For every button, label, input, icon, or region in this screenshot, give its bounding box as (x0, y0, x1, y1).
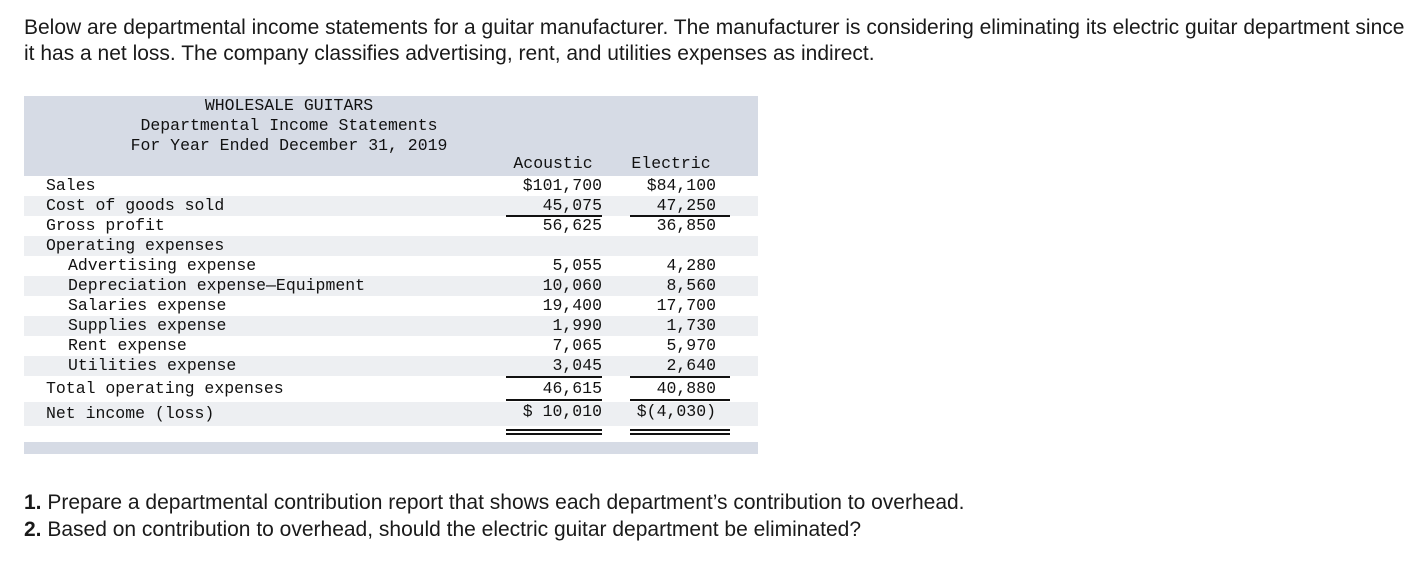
electric-value: 5,970 (666, 336, 716, 355)
question-2: 2. Based on contribution to overhead, sh… (24, 516, 1409, 543)
acoustic-value: 7,065 (552, 336, 602, 355)
acoustic-value: $101,700 (522, 176, 602, 195)
row-label: Operating expenses (46, 236, 225, 255)
electric-value: 1,730 (666, 316, 716, 335)
row-label: Sales (46, 176, 96, 195)
header-band (24, 96, 758, 176)
row-depreciation-expense: Depreciation expense—Equipment 10,060 8,… (24, 276, 758, 296)
row-operating-expenses: Operating expenses (24, 236, 758, 256)
column-header-acoustic: Acoustic (513, 154, 593, 173)
row-rent-expense: Rent expense 7,065 5,970 (24, 336, 758, 356)
row-cost-of-goods-sold: Cost of goods sold 45,075 47,250 (24, 196, 758, 216)
total-underline-electric (630, 399, 730, 401)
row-label: Rent expense (68, 336, 187, 355)
acoustic-value: 3,045 (552, 356, 602, 375)
row-label: Salaries expense (68, 296, 227, 315)
row-label: Total operating expenses (46, 379, 284, 398)
question-number: 1. (24, 491, 42, 514)
row-label: Cost of goods sold (46, 196, 225, 215)
acoustic-value: 56,625 (542, 216, 602, 235)
acoustic-value: 45,075 (542, 196, 602, 215)
electric-value: 4,280 (666, 256, 716, 275)
row-label: Depreciation expense—Equipment (68, 276, 366, 295)
footer-band (24, 442, 758, 454)
row-supplies-expense: Supplies expense 1,990 1,730 (24, 316, 758, 336)
row-label: Supplies expense (68, 316, 227, 335)
electric-value: 17,700 (656, 296, 716, 315)
column-header-electric: Electric (631, 154, 711, 173)
net-double-underline-electric-2 (630, 433, 730, 435)
row-advertising-expense: Advertising expense 5,055 4,280 (24, 256, 758, 276)
net-double-underline-acoustic-1 (506, 429, 602, 431)
electric-value: $(4,030) (636, 402, 716, 421)
question-text: Based on contribution to overhead, shoul… (41, 518, 862, 541)
row-net-income: Net income (loss) $ 10,010 $(4,030) (24, 402, 758, 426)
acoustic-value: 1,990 (552, 316, 602, 335)
net-double-underline-acoustic-2 (506, 433, 602, 435)
acoustic-value: 19,400 (542, 296, 602, 315)
electric-value: 36,850 (656, 216, 716, 235)
net-double-underline-electric-1 (630, 429, 730, 431)
total-underline-acoustic (506, 399, 602, 401)
row-salaries-expense: Salaries expense 19,400 17,700 (24, 296, 758, 316)
company-name: WHOLESALE GUITARS (204, 96, 374, 115)
intro-paragraph: Below are departmental income statements… (24, 16, 1405, 65)
questions: 1. Prepare a departmental contribution r… (24, 489, 1409, 543)
row-label: Utilities expense (68, 356, 237, 375)
question-1: 1. Prepare a departmental contribution r… (24, 489, 1409, 516)
electric-value: 2,640 (666, 356, 716, 375)
acoustic-value: 10,060 (542, 276, 602, 295)
electric-value: 8,560 (666, 276, 716, 295)
question-number: 2. (24, 518, 42, 541)
statement-period: For Year Ended December 31, 2019 (130, 136, 448, 155)
acoustic-value: 46,615 (542, 379, 602, 398)
row-utilities-expense: Utilities expense 3,045 2,640 (24, 356, 758, 376)
cogs-underline-acoustic (506, 215, 602, 217)
acoustic-value: $ 10,010 (522, 402, 602, 421)
row-label: Advertising expense (68, 256, 257, 275)
row-gross-profit: Gross profit 56,625 36,850 (24, 216, 758, 236)
row-total-operating-expenses: Total operating expenses 46,615 40,880 (24, 379, 758, 399)
acoustic-value: 5,055 (552, 256, 602, 275)
cogs-underline-electric (630, 215, 730, 217)
row-label: Net income (loss) (46, 404, 215, 423)
utilities-underline-electric (630, 376, 730, 378)
electric-value: 47,250 (656, 196, 716, 215)
electric-value: 40,880 (656, 379, 716, 398)
row-sales: Sales $101,700 $84,100 (24, 176, 758, 196)
electric-value: $84,100 (646, 176, 716, 195)
utilities-underline-acoustic (506, 376, 602, 378)
row-label: Gross profit (46, 216, 165, 235)
income-statement-table: WHOLESALE GUITARS Departmental Income St… (24, 96, 758, 454)
statement-title: Departmental Income Statements (140, 116, 438, 135)
question-text: Prepare a departmental contribution repo… (41, 491, 965, 514)
